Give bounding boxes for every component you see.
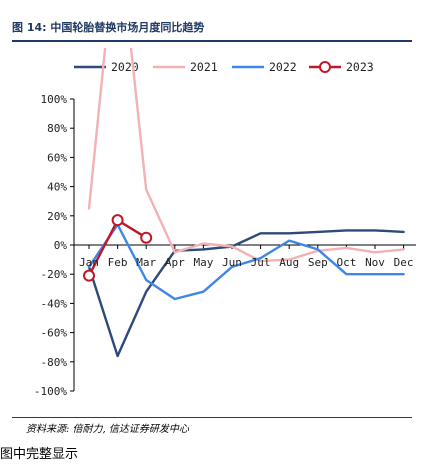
chart-legend: 2020 2021 2022 2023 [74,60,374,74]
x-tick-label: Feb [108,256,128,269]
legend-label-2021: 2021 [190,60,218,74]
y-tick-label: 40% [47,181,67,194]
y-tick-label: 20% [47,210,67,223]
y-tick-label: -60% [41,327,68,340]
y-tick-label: 80% [47,122,67,135]
x-tick-labels: Jan Feb Mar Apr May Jun Jul Aug Sep Oct Nov Dec [79,256,413,269]
footnote-text: 图中完整显示 [0,447,79,462]
x-tick-label: Sep [308,256,328,269]
source-rule [12,417,412,418]
legend-label-2023: 2023 [346,60,374,74]
x-tick-label: Jan [79,256,99,269]
x-tick-label: Jul [251,256,271,269]
x-tick-label: Nov [365,256,385,269]
series-marker-2023 [111,214,124,227]
x-tick-label: Dec [394,256,414,269]
legend-marker-2023 [319,61,331,73]
source-note: 资料来源: 倍耐力, 信达证券研发中心 [26,424,189,435]
y-tick-label: 60% [47,151,67,164]
series-layer [83,48,405,358]
x-tick-label: Apr [165,256,185,269]
y-tick-label: -40% [41,297,68,310]
y-tick-label: -20% [41,268,68,281]
y-tick-label: 0% [54,239,68,252]
x-tick-label: Oct [336,256,356,269]
figure-title: 图 14: 中国轮胎替换市场月度同比趋势 [12,21,205,34]
series-line-2021 [87,48,405,263]
chart-axes: -100% -80% -60% -40% -20% 0% 20% 40% 60% 80% 100% [34,93,416,398]
legend-label-2022: 2022 [269,60,297,74]
y-tick-label: -80% [41,356,68,369]
line-chart: 2020 2021 2022 2023 -100%-80%-60%-40%-20%0%… [34,48,416,398]
x-tick-label: Jun [222,256,242,269]
title-rule [12,40,412,42]
series-marker-2023 [83,269,95,282]
x-tick-label: May [193,256,213,269]
x-tick-label: Mar [136,256,156,269]
series-marker-2023 [140,231,153,244]
y-tick-label: -100% [34,385,67,398]
x-tick-label: Aug [279,256,299,269]
y-tick-label: 100% [41,93,68,106]
series-line-2022 [87,223,405,301]
series-line-2020 [87,229,405,358]
